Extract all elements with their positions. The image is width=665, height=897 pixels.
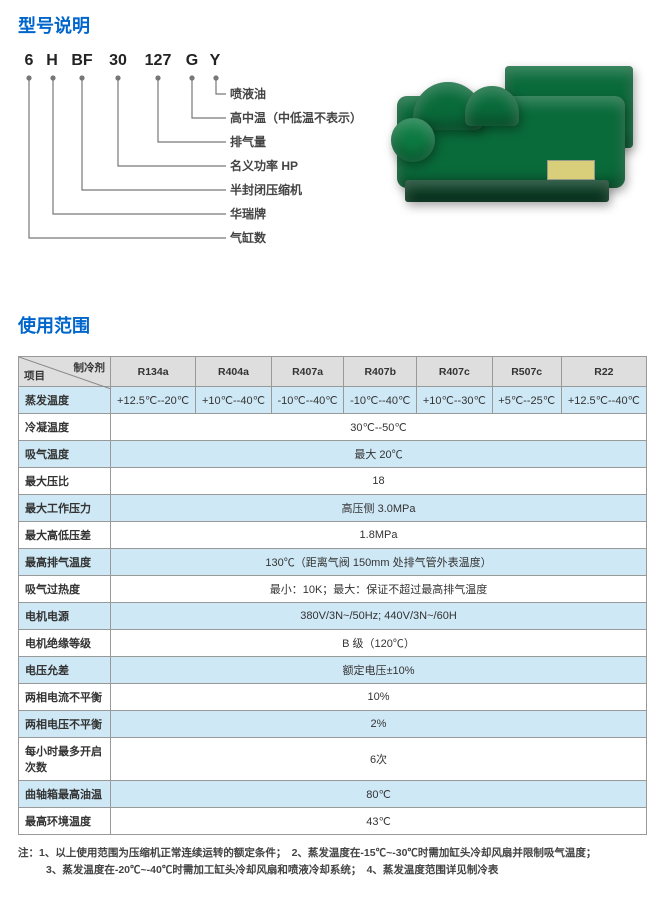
cell-span: 额定电压±10% xyxy=(111,657,647,684)
cell-span: 最大 20℃ xyxy=(111,441,647,468)
note-line: 注：1、以上使用范围为压缩机正常连续运转的额定条件； 2、蒸发温度在-15℃~-… xyxy=(18,845,647,862)
cell-span: 2% xyxy=(111,711,647,738)
table-row: 最大高低压差1.8MPa xyxy=(19,522,647,549)
cell-span: 6次 xyxy=(111,738,647,781)
model-title: 型号说明 xyxy=(18,12,647,38)
row-label: 最高排气温度 xyxy=(19,549,111,576)
cell-span: 80℃ xyxy=(111,781,647,808)
row-label: 曲轴箱最高油温 xyxy=(19,781,111,808)
header-item-cell: 项目 制冷剂 xyxy=(19,357,111,387)
footer-note: 注：1、以上使用范围为压缩机正常连续运转的额定条件； 2、蒸发温度在-15℃~-… xyxy=(18,845,647,879)
col-header: R134a xyxy=(111,357,196,387)
row-label: 电机电源 xyxy=(19,603,111,630)
row-label: 电机绝缘等级 xyxy=(19,630,111,657)
table-row: 最高环境温度43℃ xyxy=(19,808,647,835)
table-row: 每小时最多开启次数6次 xyxy=(19,738,647,781)
cell: +12.5℃--40℃ xyxy=(561,387,646,414)
model-label: 喷液油 xyxy=(230,88,358,112)
col-header: R407b xyxy=(344,357,417,387)
cell: +5℃--25℃ xyxy=(492,387,561,414)
row-label: 吸气过热度 xyxy=(19,576,111,603)
cell-span: 30℃--50℃ xyxy=(111,414,647,441)
table-row: 两相电流不平衡10% xyxy=(19,684,647,711)
table-row: 电机电源380V/3N~/50Hz; 440V/3N~/60H xyxy=(19,603,647,630)
cell-span: 高压侧 3.0MPa xyxy=(111,495,647,522)
usage-table: 项目 制冷剂 R134a R404a R407a R407b R407c R50… xyxy=(18,356,647,835)
cell-span: 18 xyxy=(111,468,647,495)
cell-span: 130℃（距离气阀 150mm 处排气管外表温度） xyxy=(111,549,647,576)
table-row: 吸气过热度最小：10K；最大：保证不超过最高排气温度 xyxy=(19,576,647,603)
model-label: 华瑞牌 xyxy=(230,208,358,232)
col-header: R404a xyxy=(196,357,272,387)
cell-span: 10% xyxy=(111,684,647,711)
row-label: 每小时最多开启次数 xyxy=(19,738,111,781)
table-row: 电压允差额定电压±10% xyxy=(19,657,647,684)
table-row: 蒸发温度+12.5℃--20℃+10℃--40℃-10℃--40℃-10℃--4… xyxy=(19,387,647,414)
cell-span: B 级（120℃） xyxy=(111,630,647,657)
cell-span: 最小：10K；最大：保证不超过最高排气温度 xyxy=(111,576,647,603)
cell-span: 1.8MPa xyxy=(111,522,647,549)
table-row: 冷凝温度30℃--50℃ xyxy=(19,414,647,441)
row-label: 吸气温度 xyxy=(19,441,111,468)
cell: -10℃--40℃ xyxy=(344,387,417,414)
model-label: 半封闭压缩机 xyxy=(230,184,358,208)
cell: +12.5℃--20℃ xyxy=(111,387,196,414)
table-row: 最大工作压力高压侧 3.0MPa xyxy=(19,495,647,522)
header-item-text: 项目 xyxy=(24,368,45,383)
col-header: R507c xyxy=(492,357,561,387)
col-header: R407a xyxy=(271,357,344,387)
label-list: 喷液油 高中温（中低温不表示） 排气量 名义功率 HP 半封闭压缩机 华瑞牌 气… xyxy=(230,88,358,256)
model-diagram: 6 H BF 30 127 G Y xyxy=(18,52,358,272)
table-row: 最大压比18 xyxy=(19,468,647,495)
row-label: 最高环境温度 xyxy=(19,808,111,835)
table-row: 吸气温度最大 20℃ xyxy=(19,441,647,468)
row-label: 冷凝温度 xyxy=(19,414,111,441)
cell-span: 43℃ xyxy=(111,808,647,835)
col-header: R407c xyxy=(417,357,493,387)
row-label: 最大高低压差 xyxy=(19,522,111,549)
row-label: 两相电流不平衡 xyxy=(19,684,111,711)
usage-title: 使用范围 xyxy=(18,312,647,338)
cell: +10℃--40℃ xyxy=(196,387,272,414)
cell: -10℃--40℃ xyxy=(271,387,344,414)
compressor-label-plate xyxy=(547,160,595,180)
table-row: 电机绝缘等级B 级（120℃） xyxy=(19,630,647,657)
model-label: 排气量 xyxy=(230,136,358,160)
row-label: 蒸发温度 xyxy=(19,387,111,414)
model-section: 6 H BF 30 127 G Y xyxy=(18,52,647,272)
table-row: 两相电压不平衡2% xyxy=(19,711,647,738)
note-line: 3、蒸发温度在-20℃~-40℃时需加工缸头冷却风扇和喷液冷却系统； 4、蒸发温… xyxy=(18,862,647,879)
compressor-image xyxy=(387,52,647,242)
row-label: 最大工作压力 xyxy=(19,495,111,522)
cell-span: 380V/3N~/50Hz; 440V/3N~/60H xyxy=(111,603,647,630)
model-label: 气缸数 xyxy=(230,232,358,256)
table-header-row: 项目 制冷剂 R134a R404a R407a R407b R407c R50… xyxy=(19,357,647,387)
cell: +10℃--30℃ xyxy=(417,387,493,414)
row-label: 电压允差 xyxy=(19,657,111,684)
model-label: 高中温（中低温不表示） xyxy=(230,112,358,136)
header-refrigerant-text: 制冷剂 xyxy=(74,360,106,375)
table-row: 最高排气温度130℃（距离气阀 150mm 处排气管外表温度） xyxy=(19,549,647,576)
row-label: 最大压比 xyxy=(19,468,111,495)
col-header: R22 xyxy=(561,357,646,387)
row-label: 两相电压不平衡 xyxy=(19,711,111,738)
model-label: 名义功率 HP xyxy=(230,160,358,184)
table-row: 曲轴箱最高油温80℃ xyxy=(19,781,647,808)
